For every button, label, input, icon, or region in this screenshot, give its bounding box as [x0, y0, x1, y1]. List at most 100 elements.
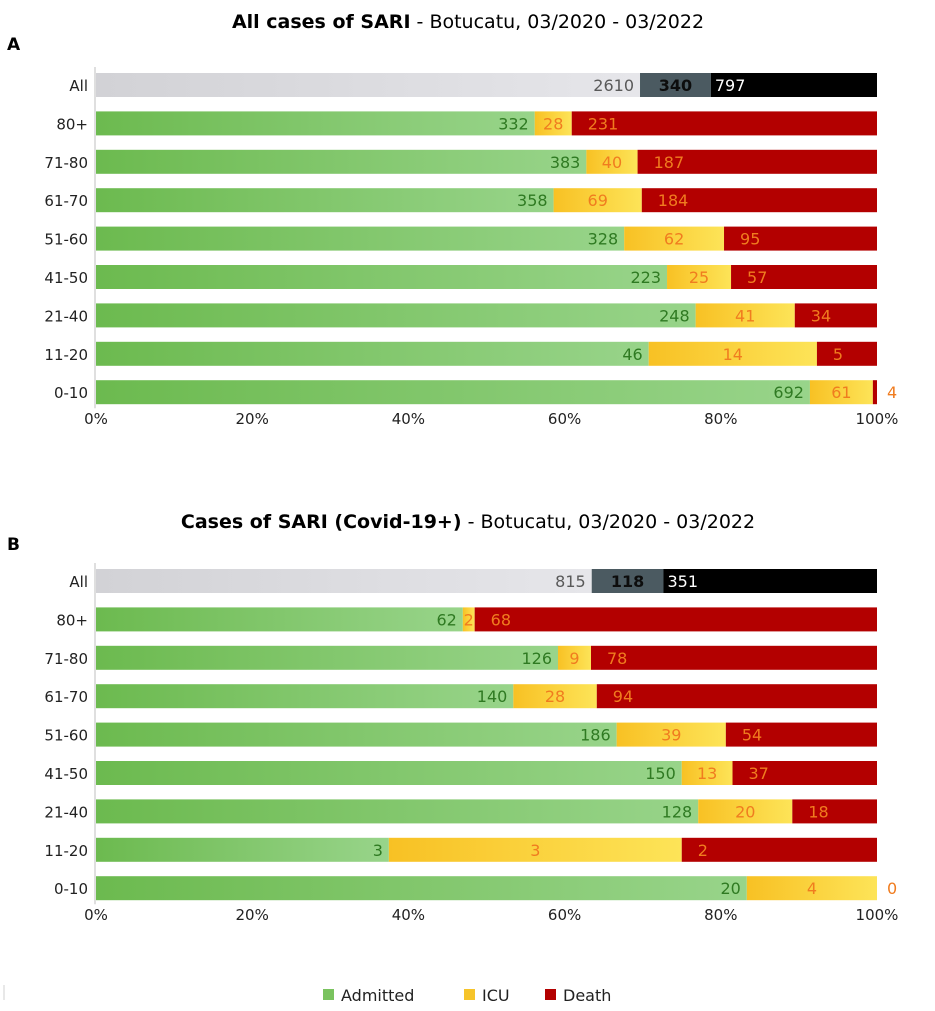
panel-b-title-sub: - Botucatu, 03/2020 - 03/2022 [462, 511, 756, 533]
panel-b-data-label-icu: 13 [697, 764, 717, 783]
panel-a-bar-death [872, 380, 877, 405]
panel-a-data-label-death: 797 [715, 76, 746, 95]
panel-b-data-label-icu: 3 [530, 841, 540, 860]
panel-b-bar-icu [698, 799, 793, 824]
panel-b-x-tick-label: 100% [856, 906, 899, 924]
panel-b-x-tick-label: 40% [392, 906, 425, 924]
panel-a-data-label-death: 34 [811, 306, 831, 325]
panel-b-x-tick-label: 20% [236, 906, 269, 924]
panel-b-bar-death [732, 761, 877, 785]
panel-b-data-label-icu: 2 [464, 610, 474, 629]
panel-a-data-label-death: 184 [658, 191, 689, 210]
panel-b-category-label: 61-70 [44, 688, 88, 706]
panel-b-data-label-death: 68 [491, 610, 511, 629]
panel-a-category-label: 0-10 [54, 384, 88, 402]
panel-a-category-label: 11-20 [44, 346, 88, 364]
panel-b-bar-death [663, 569, 877, 593]
panel-b-bar-death [591, 645, 877, 670]
panel-a-data-label-icu: 340 [659, 76, 692, 95]
panel-a-data-label-icu: 69 [588, 191, 608, 210]
panel-a-data-label-death: 5 [833, 345, 843, 364]
panel-a-bar-admitted [96, 111, 535, 136]
panel-a-bar-admitted [96, 380, 810, 405]
panel-a-bar-admitted [96, 265, 668, 289]
panel-b-label: B [7, 535, 20, 555]
panel-b-title: Cases of SARI (Covid-19+) - Botucatu, 03… [181, 511, 755, 533]
panel-a-data-label-icu: 25 [689, 268, 709, 287]
panel-a-data-label-admitted: 2610 [593, 76, 634, 95]
panel-b-bar-admitted [96, 876, 747, 901]
panel-a-bar-admitted [96, 188, 554, 213]
panel-a-category-label: 41-50 [44, 269, 88, 287]
panel-b-data-label-icu: 39 [661, 726, 681, 745]
panel-b-data-label-admitted: 62 [436, 610, 456, 629]
panel-a-data-label-icu: 61 [831, 383, 851, 402]
panel-a-bar-death [816, 341, 877, 366]
panel-b-data-label-admitted: 20 [720, 879, 740, 898]
panel-a-data-label-icu: 28 [543, 114, 563, 133]
panel-a-bar-death [731, 265, 877, 289]
legend-label-admitted: Admitted [341, 986, 414, 1005]
panel-b-category-label: 71-80 [44, 650, 88, 668]
panel-b-x-tick-label: 0% [84, 906, 108, 924]
panel-a-bar-death [641, 188, 877, 213]
panel-b-bar-admitted [96, 761, 682, 785]
panel-a-bar-icu [534, 111, 572, 136]
panel-b-data-label-admitted: 3 [373, 841, 383, 860]
panel-a-bar-death [794, 303, 877, 328]
panel-b-category-label: 11-20 [44, 842, 88, 860]
panel-b-bar-death [792, 799, 877, 824]
panel-b-bar-icu [462, 607, 475, 632]
panel-a-data-label-death: 187 [654, 153, 685, 172]
panel-b-category-label: 21-40 [44, 803, 88, 821]
panel-b-bar-admitted [96, 607, 463, 632]
legend-label-death: Death [563, 986, 611, 1005]
panel-a-category-label: 21-40 [44, 307, 88, 325]
panel-b-bar-death [474, 607, 877, 632]
panel-b-data-label-admitted: 126 [521, 649, 552, 668]
panel-b-category-label: 80+ [56, 611, 88, 629]
panel-b-data-label-icu: 20 [735, 802, 755, 821]
panel-a-category-label: All [69, 77, 88, 95]
panel-b-bar-death [725, 722, 877, 747]
panel-b-bar-admitted [96, 837, 389, 862]
panel-b-data-label-death: 0 [887, 879, 897, 898]
panel-b-bar-icu [558, 645, 591, 670]
panel-a-title: All cases of SARI - Botucatu, 03/2020 - … [232, 11, 704, 33]
panel-a-data-label-admitted: 692 [773, 383, 804, 402]
panel-a-bar-icu [586, 149, 638, 174]
panel-a-data-label-admitted: 332 [498, 114, 529, 133]
panel-a-bar-admitted [96, 73, 641, 97]
panel-a-data-label-icu: 40 [602, 153, 622, 172]
panel-a-category-label: 80+ [56, 115, 88, 133]
panel-a-x-tick-label: 60% [548, 410, 581, 428]
panel-b-bar-death [681, 837, 877, 862]
panel-b-bar-icu [388, 837, 682, 862]
panel-b-category-label: 41-50 [44, 765, 88, 783]
panel-a-title-sub: - Botucatu, 03/2020 - 03/2022 [411, 11, 705, 33]
panel-b-data-label-death: 37 [749, 764, 769, 783]
panel-a-x-tick-label: 100% [856, 410, 899, 428]
panel-a-data-label-admitted: 383 [550, 153, 581, 172]
panel-a-x-tick-label: 80% [704, 410, 737, 428]
panel-a-category-label: 71-80 [44, 154, 88, 172]
panel-b-data-label-admitted: 140 [477, 687, 508, 706]
panel-a-bar-icu [648, 341, 817, 366]
panel-a-bar-admitted [96, 226, 625, 251]
panel-b-bar-icu [746, 876, 877, 901]
legend-label-icu: ICU [482, 986, 510, 1005]
panel-b-bar-death [596, 684, 877, 709]
panel-a-data-label-icu: 41 [735, 306, 755, 325]
panel-b-bar-icu [513, 684, 597, 709]
panel-a-data-label-admitted: 248 [659, 306, 690, 325]
panel-a-bar-icu [667, 265, 732, 289]
panel-a-bar-admitted [96, 341, 649, 366]
panel-a-bar-death [637, 149, 877, 174]
panel-a-bar-death [571, 111, 877, 136]
panel-b-data-label-death: 54 [742, 726, 762, 745]
panel-a-label: A [7, 35, 21, 55]
panel-a-bar-icu [640, 73, 711, 97]
panel-a-data-label-admitted: 328 [588, 230, 619, 249]
panel-b-data-label-admitted: 150 [645, 764, 676, 783]
panel-b-bar-icu [591, 569, 664, 593]
